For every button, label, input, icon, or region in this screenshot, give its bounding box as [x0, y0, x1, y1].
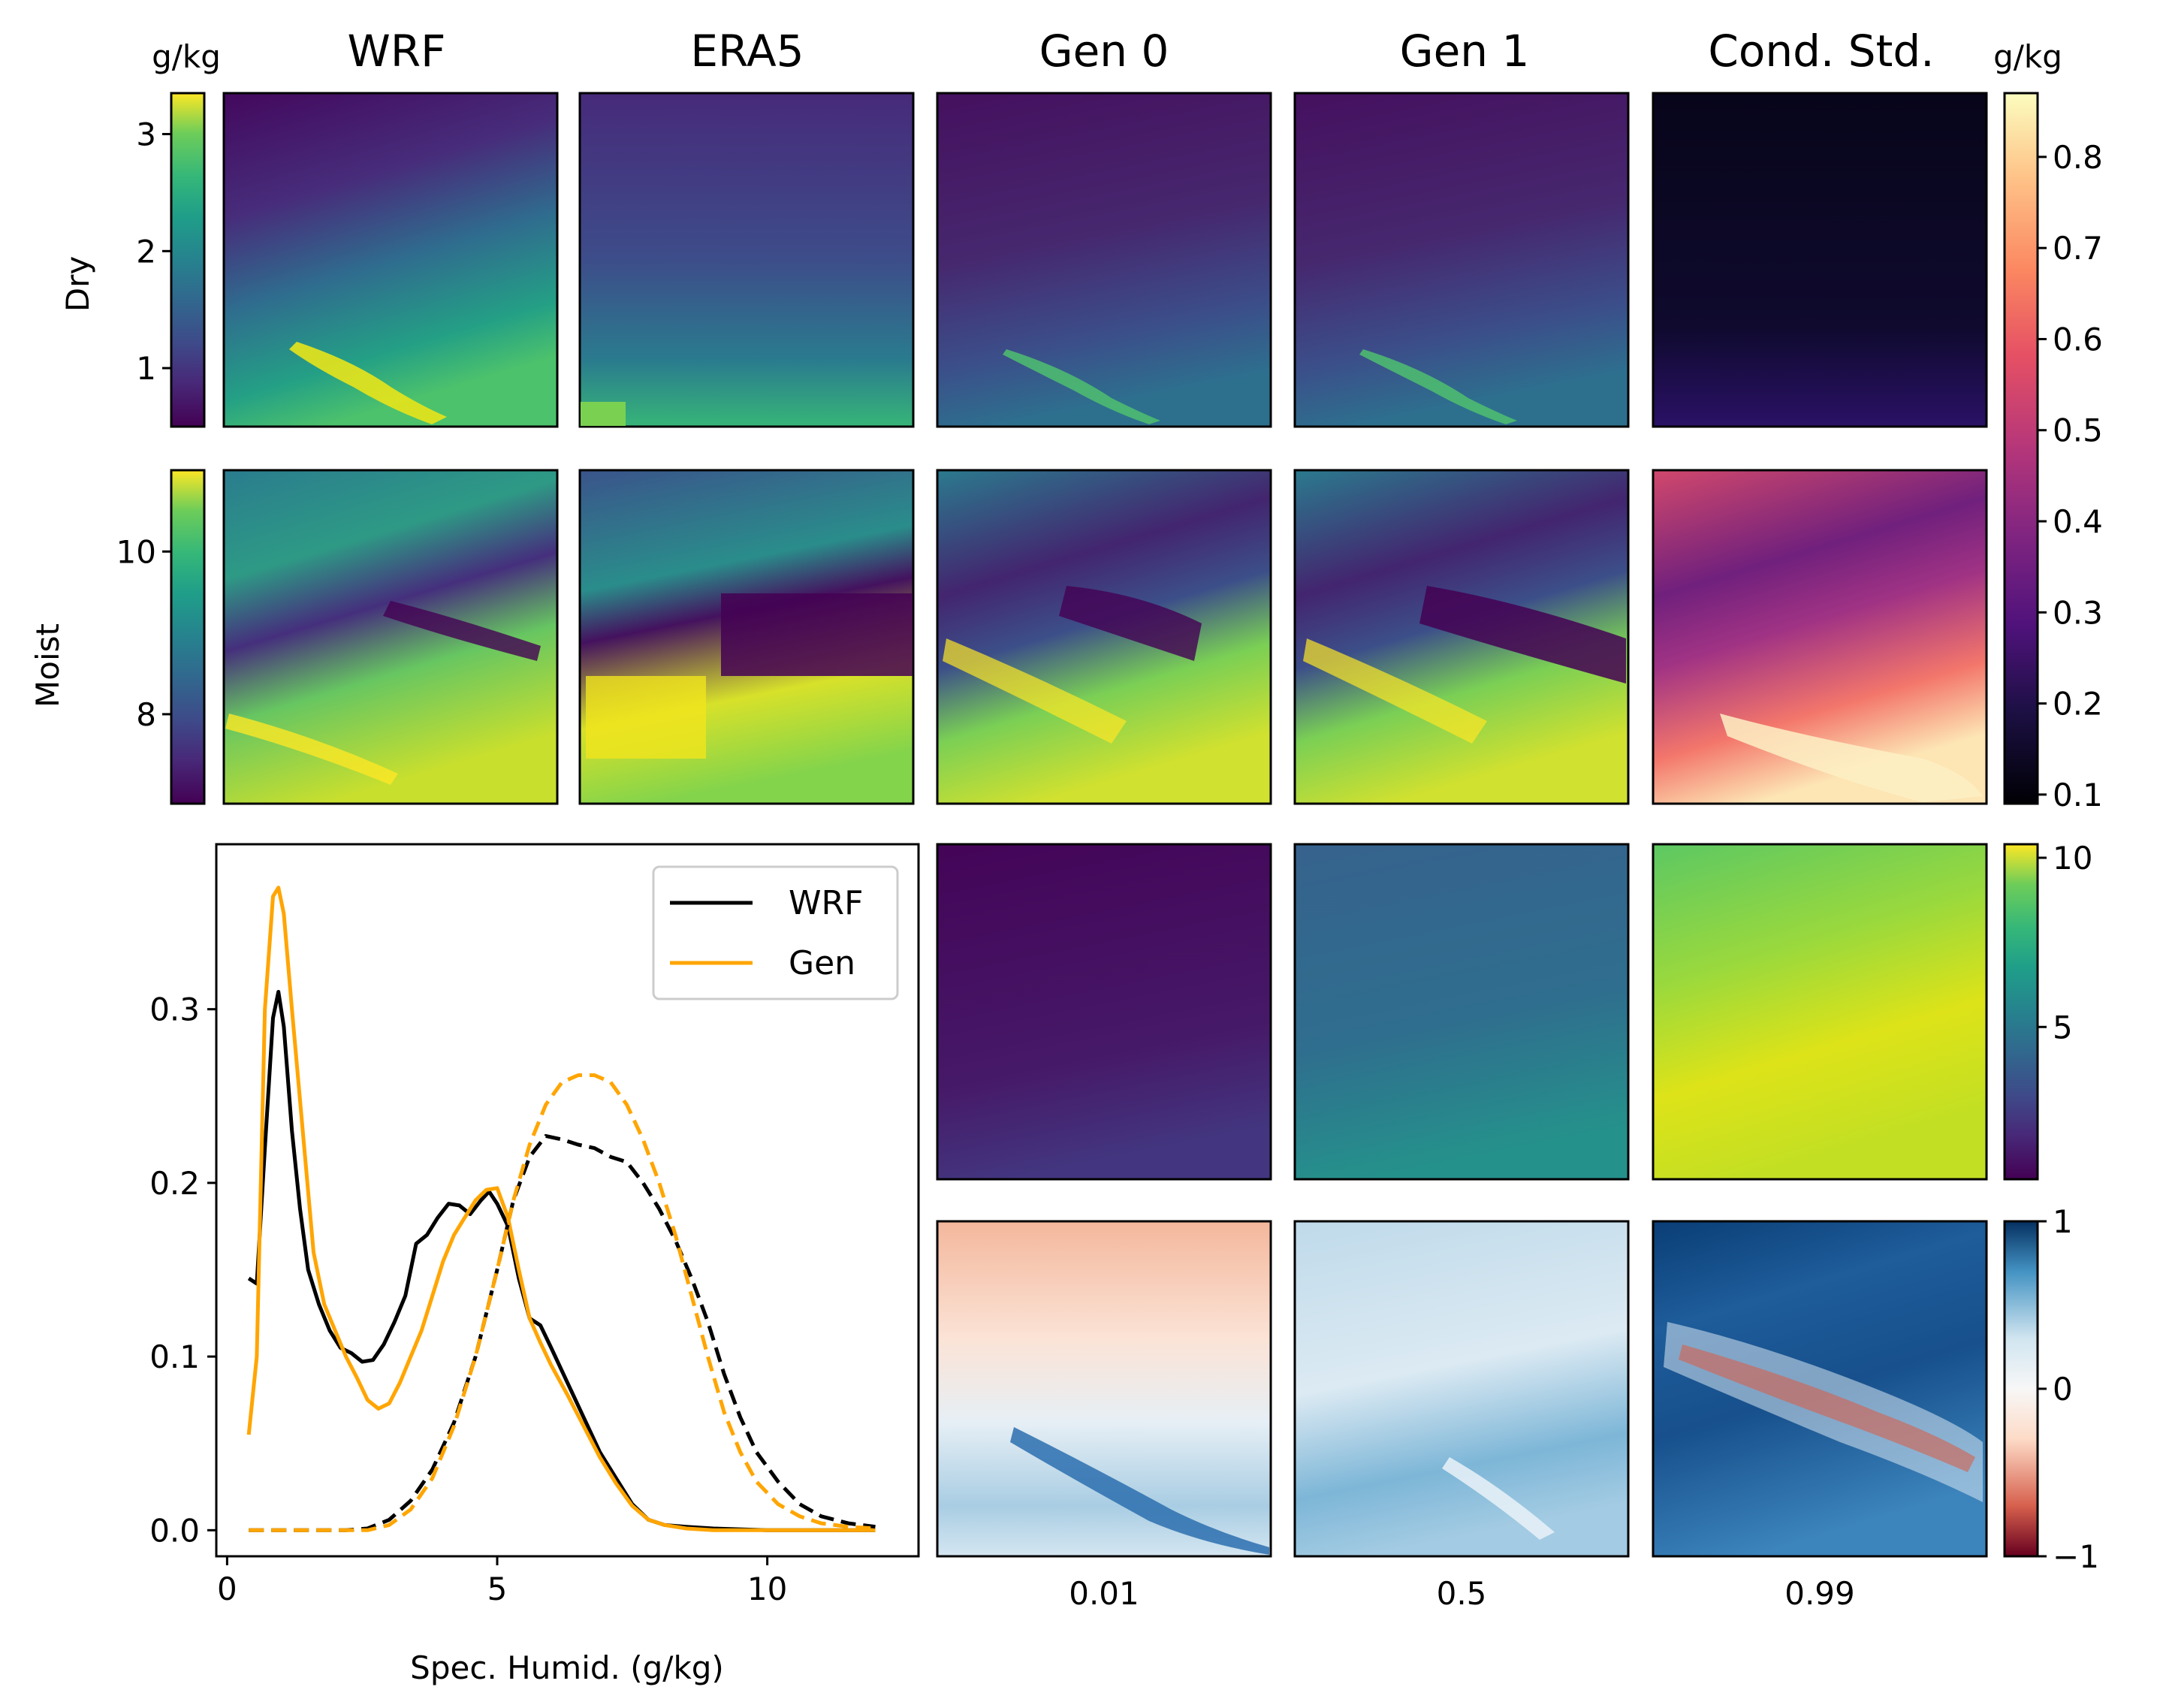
colorbar-corr-tick-label: 0: [2053, 1371, 2073, 1408]
colorbar-std-tick-label: 0.4: [2053, 503, 2103, 540]
colorbar-std-tick-label: 0.1: [2053, 777, 2103, 813]
colorbar-dry-bar: [170, 92, 206, 428]
map-panel-corr-0.01: [936, 1220, 1272, 1558]
series-line-gen-dashed: [249, 1073, 876, 1532]
colorbar-quantile-tick-label: 10: [2053, 840, 2092, 877]
legend: WRF Gen: [652, 865, 899, 1000]
map-panel-quantile-0.99: [1652, 843, 1988, 1181]
column-title-wrf: WRF: [347, 26, 445, 77]
series-layer: [246, 886, 876, 1532]
column-title-cond-std: Cond. Std.: [1708, 26, 1934, 77]
map-panel-dry-cond-std: [1652, 92, 1988, 428]
row-label-moist: Moist: [29, 623, 66, 708]
quantile-label-0.99: 0.99: [1784, 1575, 1855, 1612]
y-axis: 0.0 0.1 0.2 0.3: [149, 991, 216, 1549]
map-panel-quantile-0.5: [1293, 843, 1630, 1181]
colorbar-corr-bar: [2003, 1220, 2039, 1558]
colorbar-moist-bar: [170, 469, 206, 805]
map-panel-corr-0.5: [1293, 1220, 1630, 1558]
colorbar-quantile-tick-label: 5: [2053, 1009, 2073, 1046]
column-title-gen1: Gen 1: [1400, 26, 1530, 77]
unit-label-right: g/kg: [1993, 38, 2062, 75]
colorbar-dry-tick-label: 3: [136, 116, 156, 153]
x-tick-label: 0: [217, 1571, 237, 1607]
colorbar-moist-tick-label: 10: [116, 533, 156, 570]
map-panel-moist-gen0: [936, 469, 1272, 805]
x-tick-label: 10: [747, 1571, 787, 1607]
map-panel-corr-0.99: [1652, 1220, 1988, 1558]
colorbar-quantile: 5 10: [2003, 840, 2092, 1181]
density-line-chart: 0.0 0.1 0.2 0.3 0 5 10 Spec. Humid. (g/kg) WR…: [149, 843, 920, 1686]
map-panel-moist-cond-std: [1652, 469, 1988, 805]
map-panel-moist-gen1: [1293, 469, 1630, 805]
column-title-gen0: Gen 0: [1039, 26, 1169, 77]
colorbar-std-tick-label: 0.8: [2053, 139, 2103, 176]
colorbar-dry: 1 2 3: [136, 92, 206, 428]
x-axis: 0 5 10: [217, 1556, 787, 1607]
map-panel-dry-gen1: [1293, 92, 1630, 428]
colorbar-corr-tick-label: −1: [2053, 1538, 2099, 1575]
map-panel-dry-gen0: [936, 92, 1272, 428]
colorbar-std-tick-label: 0.6: [2053, 321, 2103, 358]
y-tick-label: 0.1: [149, 1338, 200, 1375]
x-tick-label: 5: [487, 1571, 508, 1607]
colorbar-std-tick-label: 0.5: [2053, 412, 2103, 449]
colorbar-moist-tick-label: 8: [136, 696, 156, 733]
y-tick-label: 0.0: [149, 1512, 200, 1549]
colorbar-dry-tick-label: 1: [136, 350, 156, 387]
x-axis-label: Spec. Humid. (g/kg): [410, 1649, 724, 1686]
colorbar-std-tick-label: 0.7: [2053, 230, 2103, 267]
colorbar-cond-std: 0.1 0.2 0.3 0.4 0.5 0.6 0.7 0.8: [2003, 92, 2103, 813]
map-panel-quantile-0.01: [936, 843, 1272, 1181]
y-tick-label: 0.2: [149, 1165, 200, 1202]
colorbar-dry-tick-label: 2: [136, 233, 156, 270]
map-panel-dry-era5: [578, 92, 915, 428]
legend-box: [652, 865, 899, 1000]
colorbar-std-tick-label: 0.3: [2053, 594, 2103, 631]
map-panel-dry-wrf: [222, 92, 559, 428]
colorbar-std-bar: [2003, 92, 2039, 805]
unit-label-left: g/kg: [152, 38, 221, 75]
colorbar-correlation: −1 0 1: [2003, 1203, 2099, 1575]
quantile-label-0.01: 0.01: [1069, 1575, 1139, 1612]
row-label-dry: Dry: [59, 256, 96, 312]
colorbar-moist: 8 10: [116, 469, 206, 805]
legend-label-gen: Gen: [789, 944, 855, 982]
colorbar-corr-tick-label: 1: [2053, 1203, 2073, 1240]
column-title-era5: ERA5: [690, 26, 804, 77]
y-tick-label: 0.3: [149, 991, 200, 1028]
map-panel-moist-era5: [578, 469, 915, 805]
map-panel-moist-wrf: [222, 469, 559, 805]
colorbar-std-tick-label: 0.2: [2053, 686, 2103, 723]
legend-label-wrf: WRF: [789, 884, 863, 922]
series-line-wrf-dashed: [249, 1133, 876, 1532]
series-line-gen-solid: [246, 886, 876, 1532]
quantile-label-0.5: 0.5: [1437, 1575, 1487, 1612]
colorbar-quantile-bar: [2003, 843, 2039, 1181]
